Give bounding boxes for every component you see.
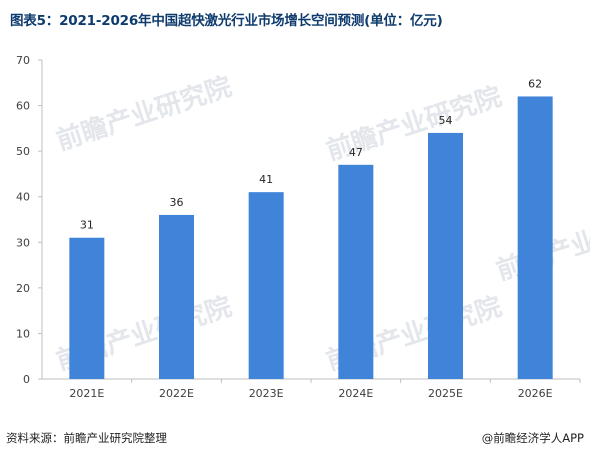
y-tick-label: 50	[16, 145, 30, 158]
data-label: 41	[259, 173, 273, 186]
brand-credit-text: @前瞻经济学人APP	[481, 431, 584, 445]
x-tick-label: 2024E	[338, 387, 373, 400]
bar-chart-svg: 前瞻产业研究院前瞻产业研究院前瞻产业研究院前瞻产业研究院前瞻产业研究院01020…	[16, 54, 590, 400]
x-tick-label: 2025E	[428, 387, 463, 400]
y-tick-label: 10	[16, 327, 30, 340]
y-tick-label: 60	[16, 100, 30, 113]
brand-credit: @前瞻经济学人APP	[482, 430, 584, 446]
bar-chart: 前瞻产业研究院前瞻产业研究院前瞻产业研究院前瞻产业研究院前瞻产业研究院01020…	[0, 40, 590, 420]
watermark-text: 前瞻产业研究院	[53, 71, 236, 157]
bar	[338, 164, 374, 379]
y-tick-label: 20	[16, 282, 30, 295]
bar	[248, 192, 284, 379]
source-note: 资料来源：前瞻产业研究院整理	[6, 431, 167, 445]
y-tick-label: 70	[16, 54, 30, 67]
bar	[428, 132, 463, 379]
x-tick-label: 2023E	[249, 387, 284, 400]
bar	[517, 96, 553, 379]
x-tick-label: 2026E	[518, 387, 553, 400]
x-tick-label: 2021E	[69, 387, 104, 400]
y-tick-label: 40	[16, 191, 30, 204]
y-tick-label: 30	[16, 236, 30, 249]
data-label: 54	[439, 114, 453, 127]
data-label: 36	[170, 196, 184, 209]
data-label: 47	[349, 146, 363, 159]
y-tick-label: 0	[23, 373, 30, 386]
chart-title: 图表5：2021-2026年中国超快激光行业市场增长空间预测(单位：亿元)	[10, 13, 443, 29]
data-label: 62	[528, 77, 542, 90]
bar	[159, 214, 194, 379]
x-tick-label: 2022E	[159, 387, 194, 400]
data-label: 31	[80, 219, 94, 232]
bar	[69, 237, 105, 379]
